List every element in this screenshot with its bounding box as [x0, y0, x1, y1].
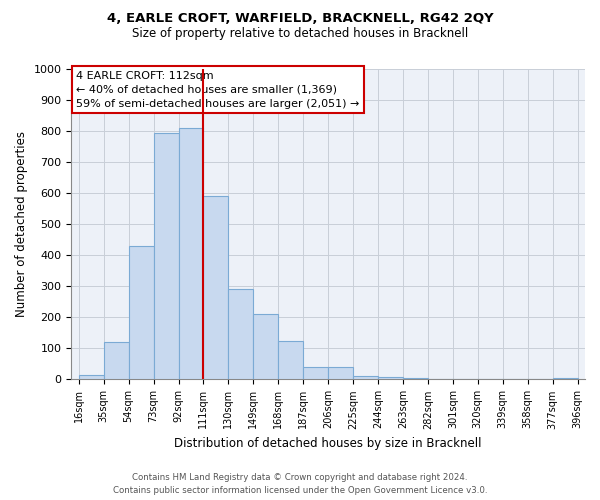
Bar — [229, 290, 253, 380]
Bar — [403, 378, 428, 380]
Y-axis label: Number of detached properties: Number of detached properties — [15, 131, 28, 317]
X-axis label: Distribution of detached houses by size in Bracknell: Distribution of detached houses by size … — [175, 437, 482, 450]
Bar — [428, 378, 453, 380]
Bar — [453, 379, 478, 380]
Bar — [104, 342, 128, 380]
Bar — [378, 377, 403, 380]
Bar — [303, 367, 328, 380]
Text: 4, EARLE CROFT, WARFIELD, BRACKNELL, RG42 2QY: 4, EARLE CROFT, WARFIELD, BRACKNELL, RG4… — [107, 12, 493, 26]
Bar — [553, 378, 578, 380]
Text: Contains HM Land Registry data © Crown copyright and database right 2024.
Contai: Contains HM Land Registry data © Crown c… — [113, 474, 487, 495]
Bar — [154, 132, 179, 380]
Bar — [203, 196, 229, 380]
Bar — [179, 128, 203, 380]
Bar — [353, 376, 378, 380]
Bar — [278, 340, 303, 380]
Bar — [79, 375, 104, 380]
Bar — [128, 246, 154, 380]
Bar — [328, 367, 353, 380]
Text: Size of property relative to detached houses in Bracknell: Size of property relative to detached ho… — [132, 28, 468, 40]
Bar — [253, 314, 278, 380]
Text: 4 EARLE CROFT: 112sqm
← 40% of detached houses are smaller (1,369)
59% of semi-d: 4 EARLE CROFT: 112sqm ← 40% of detached … — [76, 70, 360, 108]
